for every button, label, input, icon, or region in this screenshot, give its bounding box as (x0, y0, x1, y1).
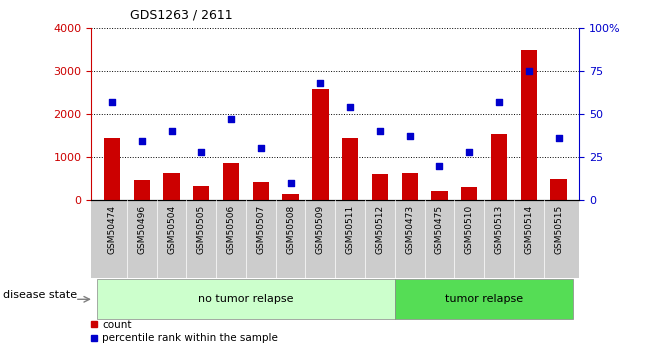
Point (375, 128, 385, 134)
Bar (550, 179, 567, 200)
Point (315, 80, 326, 86)
Point (464, 149, 475, 155)
Bar (431, 190, 448, 200)
Bar (133, 180, 150, 200)
Text: GDS1263 / 2611: GDS1263 / 2611 (130, 9, 233, 22)
Point (404, 134, 415, 139)
Text: no tumor relapse: no tumor relapse (198, 294, 294, 304)
Text: disease state: disease state (3, 290, 77, 300)
Point (345, 104, 355, 110)
Bar (402, 173, 418, 200)
Bar (104, 138, 120, 200)
Point (553, 135, 564, 141)
Bar (461, 187, 477, 200)
Bar (372, 174, 388, 200)
Bar (223, 164, 240, 200)
Point (137, 139, 147, 144)
Point (434, 163, 445, 168)
Bar (312, 89, 329, 200)
Bar (253, 183, 269, 200)
Bar (491, 134, 507, 200)
Point (523, 68, 534, 73)
Bar (521, 50, 537, 200)
Point (107, 99, 117, 105)
Point (256, 146, 266, 151)
Point (166, 128, 176, 134)
Bar (163, 172, 180, 200)
Bar (283, 195, 299, 200)
Point (196, 149, 206, 155)
Bar (342, 138, 358, 200)
Point (226, 116, 236, 122)
Bar (193, 186, 210, 200)
Point (494, 99, 505, 105)
Point (285, 180, 296, 186)
Legend: count, percentile rank within the sample: count, percentile rank within the sample (90, 320, 278, 343)
Text: tumor relapse: tumor relapse (445, 294, 523, 304)
